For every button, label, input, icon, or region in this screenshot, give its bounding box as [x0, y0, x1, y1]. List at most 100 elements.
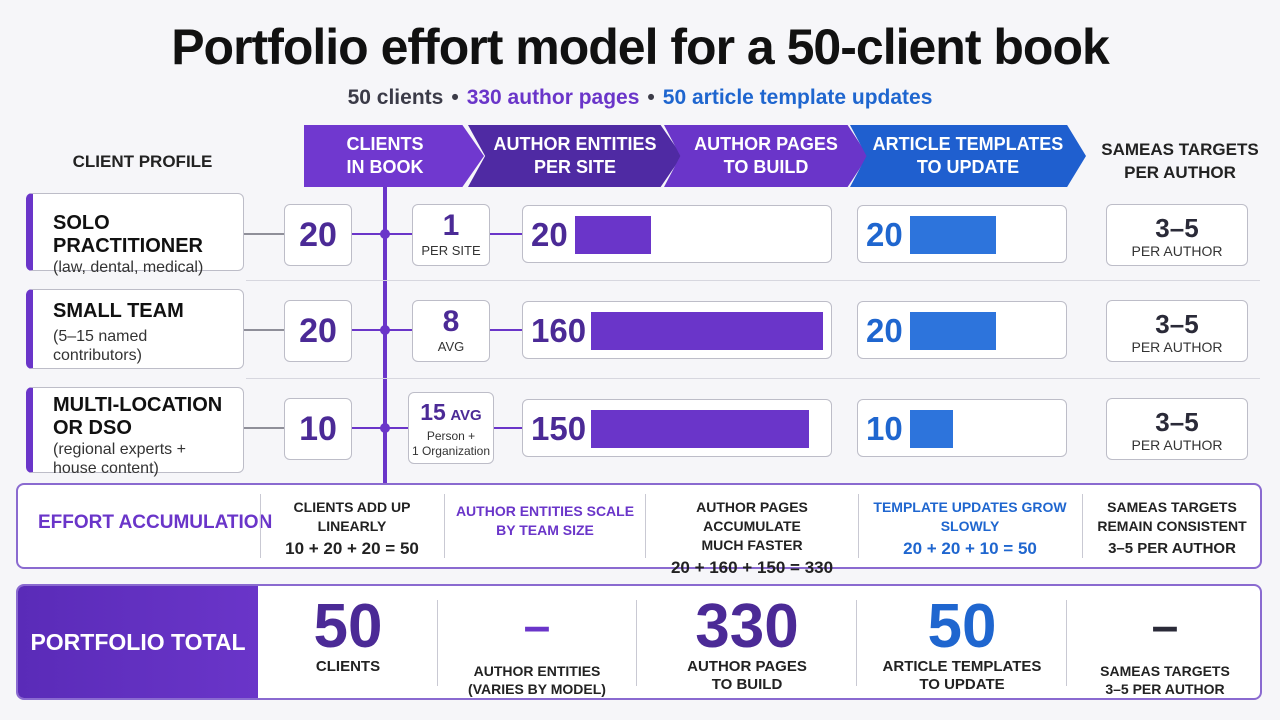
column-divider [1082, 494, 1083, 558]
profile-name: SOLO PRACTITIONER [53, 212, 203, 257]
subtitle-template-updates: 50 article template updates [662, 86, 933, 109]
connector [244, 329, 284, 331]
header-templates-line1: ARTICLE TEMPLATES [872, 134, 1064, 154]
profile-name-line2: OR DSO [53, 417, 132, 439]
total-sameas: – SAMEAS TARGETS 3–5 PER AUTHOR [1070, 596, 1260, 698]
author-pages-bar [575, 216, 651, 254]
templates-value: 20 [866, 216, 903, 253]
clients-count: 20 [284, 300, 352, 362]
total-unit: AUTHOR ENTITIES [473, 663, 601, 679]
profile-desc-line1: (regional experts + [53, 441, 186, 458]
accum-line: TEMPLATE UPDATES GROW [873, 499, 1067, 515]
column-divider [1066, 600, 1067, 686]
subtitle-clients: 50 clients [347, 86, 444, 109]
subtitle-separator: • [647, 86, 655, 109]
header-author-pages: AUTHOR PAGES TO BUILD [664, 125, 868, 187]
sameas-box: 3–5 PER AUTHOR [1106, 204, 1248, 266]
header-clients-line2: IN BOOK [346, 157, 424, 177]
column-divider [444, 494, 445, 558]
profile-desc-line2: contributors) [53, 347, 142, 364]
header-pages-line2: TO BUILD [723, 157, 809, 177]
header-sameas: SAMEAS TARGETS PER AUTHOR [1100, 138, 1260, 184]
templates-box: 20 [857, 301, 1067, 359]
column-divider [858, 494, 859, 558]
connector [244, 233, 284, 235]
subtitle-author-pages: 330 author pages [466, 86, 640, 109]
accum-line: REMAIN CONSISTENT [1097, 518, 1247, 534]
entities-suffix: AVG [450, 407, 482, 424]
total-author-pages: 330 AUTHOR PAGES TO BUILD [640, 596, 854, 694]
accum-pages: AUTHOR PAGES ACCUMULATE MUCH FASTER 20 +… [647, 498, 857, 577]
author-entities-box: 8 AVG [412, 300, 490, 362]
author-pages-value: 160 [531, 312, 587, 349]
author-entities-box: 1 PER SITE [412, 204, 490, 266]
total-unit: SAMEAS TARGETS [1100, 663, 1230, 679]
author-pages-bar [591, 312, 823, 350]
accum-sameas: SAMEAS TARGETS REMAIN CONSISTENT 3–5 PER… [1084, 498, 1260, 558]
portfolio-total-label: PORTFOLIO TOTAL [18, 586, 258, 698]
header-author-entities: AUTHOR ENTITIES PER SITE [468, 125, 682, 187]
connector [490, 329, 522, 331]
templates-box: 20 [857, 205, 1067, 263]
total-entities: – AUTHOR ENTITIES (VARIES BY MODEL) [440, 596, 634, 698]
author-pages-value: 20 [531, 216, 568, 253]
templates-bar [910, 312, 996, 350]
row-divider [246, 378, 1260, 379]
templates-value: 20 [866, 312, 903, 349]
header-pages-line1: AUTHOR PAGES [694, 134, 838, 154]
total-unit: TO BUILD [711, 676, 783, 693]
author-pages-box: 150 [522, 399, 832, 457]
accum-equation: 10 + 20 + 20 = 50 [285, 539, 419, 558]
profile-name: SMALL TEAM [53, 300, 184, 322]
accum-line: SLOWLY [940, 518, 1000, 534]
profile-desc-line2: house content) [53, 460, 159, 477]
accum-line: CLIENTS ADD UP [293, 499, 411, 515]
accum-line: MUCH FASTER [701, 537, 803, 553]
accum-line: SAMEAS TARGETS [1107, 499, 1237, 515]
accum-line: BY TEAM SIZE [496, 522, 594, 538]
column-divider [437, 600, 438, 686]
total-value: – [1151, 600, 1179, 653]
total-unit: AUTHOR PAGES [687, 658, 807, 675]
sameas-value: 3–5 [1155, 407, 1199, 437]
author-pages-box: 20 [522, 205, 832, 263]
flow-spine [383, 187, 387, 483]
sameas-value: 3–5 [1155, 309, 1199, 339]
connector [494, 427, 522, 429]
subtitle-separator: • [451, 86, 459, 109]
header-clients-line1: CLIENTS [346, 134, 424, 154]
sameas-box: 3–5 PER AUTHOR [1106, 398, 1248, 460]
column-divider [645, 494, 646, 558]
accum-templates: TEMPLATE UPDATES GROW SLOWLY 20 + 20 + 1… [860, 498, 1080, 558]
entities-value: 8 [442, 305, 460, 338]
author-pages-bar [591, 410, 809, 448]
clients-count: 20 [284, 204, 352, 266]
sameas-unit: PER AUTHOR [1131, 339, 1223, 355]
effort-accumulation-title: EFFORT ACCUMULATION [38, 512, 273, 533]
sameas-unit: PER AUTHOR [1131, 437, 1223, 453]
header-templates-line2: TO UPDATE [916, 157, 1020, 177]
profile-solo-practitioner: SOLO PRACTITIONER (law, dental, medical) [26, 193, 244, 276]
entities-unit: AVG [437, 339, 465, 354]
total-value: 50 [927, 592, 997, 661]
author-pages-value: 150 [531, 410, 587, 447]
total-templates: 50 ARTICLE TEMPLATES TO UPDATE [860, 596, 1064, 694]
total-unit: (VARIES BY MODEL) [468, 681, 606, 697]
profile-desc-line1: (5–15 named [53, 328, 148, 345]
column-divider [856, 600, 857, 686]
accum-line: AUTHOR PAGES ACCUMULATE [696, 499, 808, 534]
total-unit: 3–5 PER AUTHOR [1105, 681, 1225, 697]
total-unit: TO UPDATE [919, 676, 1005, 693]
accum-line: LINEARLY [317, 518, 387, 534]
sameas-value: 3–5 [1155, 213, 1199, 243]
total-clients: 50 CLIENTS [262, 596, 434, 676]
entities-unit: PER SITE [421, 243, 481, 258]
flow-node [380, 229, 390, 239]
column-divider [636, 600, 637, 686]
clients-count: 10 [284, 398, 352, 460]
sameas-unit: PER AUTHOR [1131, 243, 1223, 259]
author-pages-box: 160 [522, 301, 832, 359]
column-divider [260, 494, 261, 558]
entities-unit-line2: 1 Organization [411, 444, 491, 458]
profile-name-line1: MULTI-LOCATION [53, 394, 223, 416]
